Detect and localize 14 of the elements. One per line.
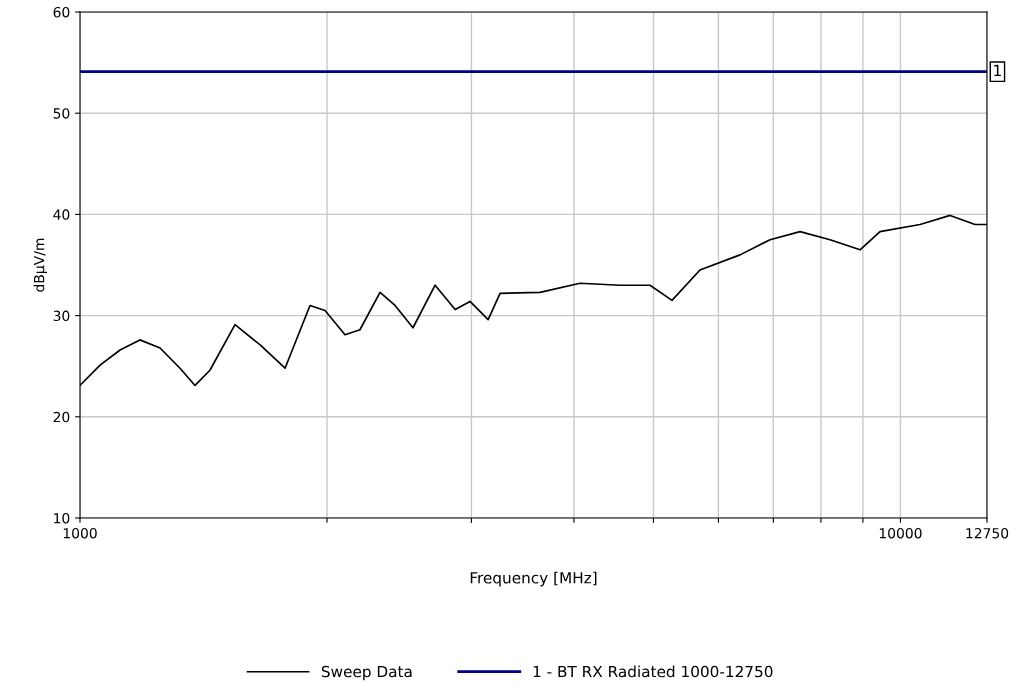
y-tick-label: 20 — [53, 411, 70, 423]
y-tick-label: 50 — [53, 108, 70, 119]
legend-label: 1 - BT RX Radiated 1000-12750 — [533, 665, 773, 678]
y-tick-label: 60 — [53, 6, 70, 18]
x-tick-label: 10000 — [879, 527, 922, 539]
y-tick-label: 40 — [53, 209, 70, 220]
y-tick-label: 10 — [54, 512, 70, 524]
x-axis-title: Frequency [MHz] — [470, 571, 597, 587]
legend-label: Sweep Data — [321, 665, 412, 681]
x-tick-label: 12750 — [966, 527, 1009, 539]
y-tick-label: 30 — [53, 310, 70, 322]
y-axis-title: dBµV/m — [33, 238, 48, 292]
annotation: 1 — [994, 64, 1001, 76]
x-tick-label: 1000 — [63, 527, 97, 539]
